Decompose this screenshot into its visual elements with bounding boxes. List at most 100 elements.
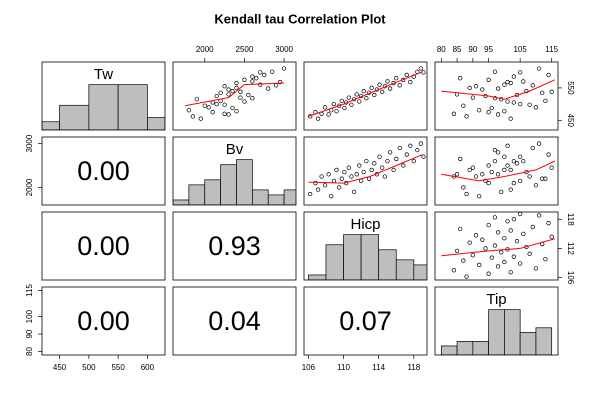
point xyxy=(518,70,523,75)
point xyxy=(518,101,523,107)
x-tick-label: 85 xyxy=(453,45,462,54)
point xyxy=(339,98,344,104)
hist-bar xyxy=(147,117,165,130)
smooth-line xyxy=(184,82,285,107)
point xyxy=(495,264,501,269)
panel-frame xyxy=(303,286,428,356)
point xyxy=(461,185,466,190)
point xyxy=(464,114,469,119)
point xyxy=(499,189,504,194)
point xyxy=(508,167,513,173)
point xyxy=(385,158,390,164)
point xyxy=(342,169,347,175)
point xyxy=(258,70,263,75)
point xyxy=(505,219,510,224)
point xyxy=(458,76,463,81)
point xyxy=(508,270,513,275)
hist-bar xyxy=(236,159,253,205)
point xyxy=(242,99,247,104)
point xyxy=(308,191,313,197)
y-tick-label: 550 xyxy=(566,81,575,95)
point xyxy=(242,77,247,82)
point xyxy=(514,161,520,166)
hist-bar xyxy=(535,327,553,355)
point xyxy=(470,165,475,170)
x-tick-label: 2000 xyxy=(196,45,214,54)
point xyxy=(226,92,231,97)
point xyxy=(549,234,554,239)
y-tick-label: 112 xyxy=(566,242,575,255)
correlation-label: 0.04 xyxy=(208,306,261,336)
point xyxy=(502,82,507,87)
point xyxy=(418,66,424,71)
point xyxy=(540,176,545,181)
point xyxy=(385,79,390,84)
x-tick-label: 450 xyxy=(53,363,67,372)
point xyxy=(492,96,498,101)
point xyxy=(334,167,339,173)
point xyxy=(486,271,491,276)
point xyxy=(351,189,357,194)
point xyxy=(521,231,526,237)
point xyxy=(502,109,507,114)
point xyxy=(454,248,460,254)
point xyxy=(266,86,271,91)
point xyxy=(458,226,463,232)
panel xyxy=(173,159,296,205)
point xyxy=(234,109,239,114)
point xyxy=(502,167,507,173)
point xyxy=(418,141,424,146)
point xyxy=(397,83,402,88)
correlation-label: 0.07 xyxy=(339,306,392,336)
panel-frame xyxy=(434,286,559,356)
point xyxy=(521,79,526,84)
point xyxy=(270,69,275,74)
panel xyxy=(184,66,287,121)
point xyxy=(546,72,551,78)
hist-bar xyxy=(440,345,458,355)
point xyxy=(336,103,342,108)
point xyxy=(397,145,402,151)
point xyxy=(489,169,494,175)
point xyxy=(334,109,339,114)
point xyxy=(315,116,321,121)
point xyxy=(315,187,321,192)
point xyxy=(354,172,359,177)
x-tick-label: 106 xyxy=(302,363,316,372)
point xyxy=(477,108,482,113)
correlation-label: 0.00 xyxy=(77,156,130,186)
panel-frame xyxy=(41,61,166,131)
hist-bar xyxy=(413,264,427,280)
point xyxy=(326,112,331,117)
panel xyxy=(308,66,426,121)
point xyxy=(404,152,409,157)
point xyxy=(246,92,251,98)
panel-frame xyxy=(434,61,559,131)
point xyxy=(527,251,532,256)
point xyxy=(511,254,516,259)
point xyxy=(499,250,504,255)
point xyxy=(380,89,385,94)
point xyxy=(394,76,399,81)
point xyxy=(473,174,479,179)
y-tick-label: 2000 xyxy=(25,178,34,196)
point xyxy=(505,79,510,85)
point xyxy=(489,105,494,111)
point xyxy=(369,167,374,173)
hist-bar xyxy=(59,104,90,130)
panel-frame xyxy=(303,211,428,281)
point xyxy=(342,105,347,111)
point xyxy=(214,93,219,99)
hist-bar xyxy=(308,274,327,280)
point xyxy=(258,82,263,87)
point xyxy=(480,237,485,242)
point xyxy=(346,165,351,170)
point xyxy=(530,145,535,151)
smooth-line xyxy=(441,238,555,257)
point xyxy=(230,105,235,111)
x-tick-label: 550 xyxy=(111,363,125,372)
point xyxy=(502,259,507,265)
point xyxy=(492,158,498,164)
point xyxy=(408,143,413,148)
point xyxy=(349,102,354,107)
